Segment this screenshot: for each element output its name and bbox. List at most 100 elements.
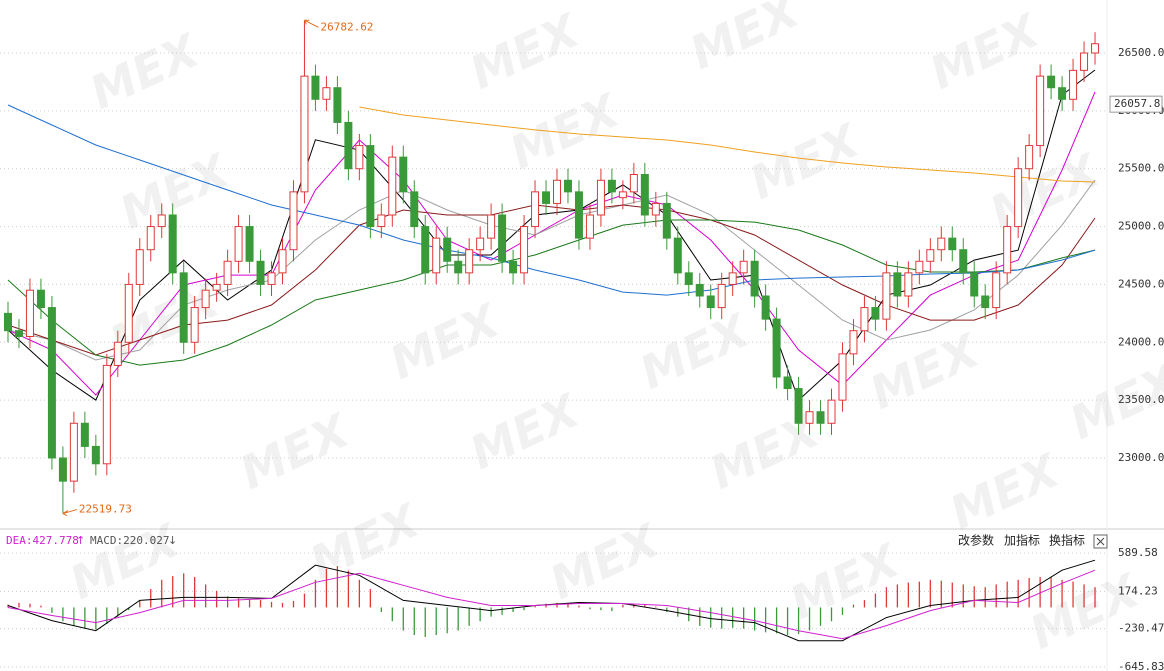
candle-body (168, 214, 177, 274)
candle-body (1036, 75, 1045, 147)
candle-body (311, 75, 320, 100)
dea-label: DEA:427.778 (6, 534, 79, 547)
candle-body (948, 237, 957, 251)
button[interactable]: 换指标 (1049, 533, 1085, 548)
candle-body (135, 249, 144, 285)
candle-body (487, 214, 496, 239)
candle-body (563, 179, 572, 193)
candle-body (849, 330, 858, 355)
candle-body (673, 237, 682, 274)
moving-average-line (359, 106, 1096, 183)
candle-body (816, 411, 825, 424)
candle-body (509, 260, 518, 274)
candle-body (454, 260, 463, 274)
candle-body (1047, 75, 1056, 89)
y-tick-label: 25000.0 (1118, 220, 1164, 233)
button[interactable]: 改参数 (958, 533, 994, 548)
high-annotation: 26782.62 (320, 20, 373, 33)
annotation-arrow (62, 509, 78, 517)
candle-body (1058, 87, 1067, 100)
candle-body (69, 422, 78, 482)
candle-body (695, 283, 704, 297)
candle-body (662, 202, 671, 239)
y-tick-label: 23000.0 (1118, 451, 1164, 464)
candle-body (146, 226, 155, 251)
candle-body (465, 249, 474, 274)
candle-body (970, 272, 979, 297)
button[interactable]: 加指标 (1004, 533, 1040, 548)
candle-body (212, 283, 221, 291)
candle-body (366, 145, 375, 228)
candle-body (201, 289, 210, 309)
candle-body (926, 249, 935, 262)
candle-body (322, 87, 331, 100)
candle-body (783, 376, 792, 390)
candle-body (717, 283, 726, 309)
candle-body (1003, 226, 1012, 274)
candle-body (915, 260, 924, 274)
candle-body (706, 295, 715, 309)
candle-body (421, 226, 430, 274)
candle-body (399, 156, 408, 193)
candle-body (47, 307, 56, 459)
candle-body (1091, 43, 1100, 54)
candle-body (520, 226, 529, 274)
close-button[interactable] (1093, 534, 1108, 549)
candle-body (80, 422, 89, 447)
low-annotation: 22519.73 (79, 503, 132, 516)
candle-body (4, 312, 12, 332)
candle-body (937, 237, 946, 251)
candle-body (190, 307, 199, 343)
candle-body (838, 353, 847, 401)
candle-body (410, 191, 419, 228)
y-tick-label: 24000.0 (1118, 335, 1164, 348)
moving-average-line (7, 104, 1096, 296)
candle-body (607, 179, 616, 193)
candle-body (959, 249, 968, 274)
candle-body (651, 202, 660, 216)
candle-body (498, 214, 507, 262)
candle-body (58, 457, 67, 482)
candle-body (871, 307, 880, 320)
candle-body (1014, 168, 1023, 228)
close-icon[interactable] (1096, 537, 1105, 546)
macd-label: MACD:220.027 (90, 534, 169, 547)
candle-body (904, 272, 913, 297)
y-tick-label: 24500.0 (1118, 277, 1164, 290)
candle-body (750, 260, 759, 297)
candle-body (245, 226, 254, 262)
y-tick-label: -645.83 (1118, 660, 1164, 671)
candle-body (223, 260, 232, 285)
candle-body (531, 191, 540, 228)
candle-body (432, 237, 441, 274)
candle-body (882, 272, 891, 320)
candle-body (113, 341, 122, 366)
candle-body (585, 214, 594, 239)
candle-body (256, 260, 265, 285)
candle-body (542, 191, 551, 204)
candle-body (377, 214, 386, 228)
candle-body (14, 330, 23, 337)
candle-body (596, 179, 605, 216)
candle-body (553, 179, 561, 204)
moving-average-line (7, 179, 1096, 361)
candle-body (289, 191, 298, 251)
candle-body (179, 272, 188, 343)
candle-body (684, 272, 693, 285)
candle-body (1080, 52, 1089, 71)
candle-body (1069, 69, 1078, 100)
candle-body (388, 156, 397, 216)
moving-average-line (7, 91, 1096, 396)
candle-body (267, 272, 276, 285)
y-tick-label: -230.47 (1118, 622, 1164, 635)
current-price-label: 26057.8 (1114, 97, 1160, 110)
candle-body (739, 260, 748, 274)
candle-body (344, 121, 353, 170)
candle-body (772, 318, 781, 378)
y-tick-label: 23500.0 (1118, 393, 1164, 406)
candle-body (102, 364, 111, 465)
candle-body (124, 283, 133, 343)
candle-body (794, 388, 803, 424)
candle-body (981, 295, 990, 309)
